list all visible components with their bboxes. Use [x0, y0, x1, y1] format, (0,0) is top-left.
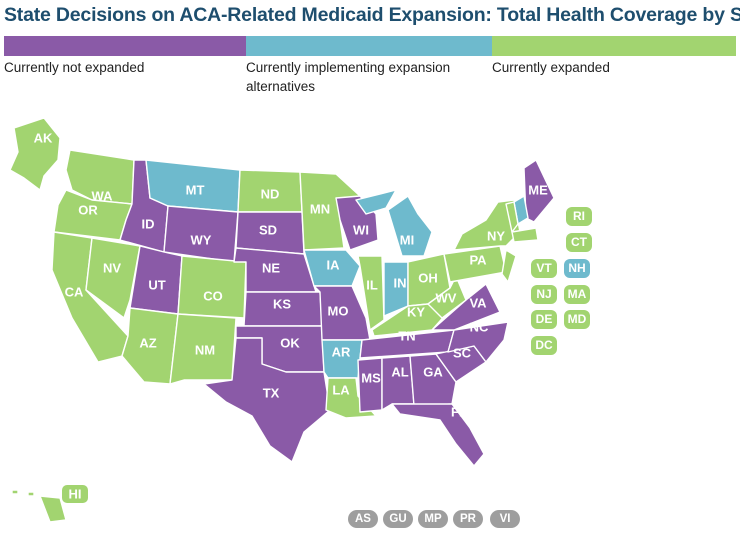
state-fl[interactable] [391, 403, 485, 467]
state-hi[interactable] [11, 489, 67, 523]
state-label-la: LA [332, 383, 350, 398]
state-label-sd: SD [259, 223, 277, 238]
state-ny[interactable] [453, 199, 521, 251]
state-box-md[interactable]: MD [564, 310, 590, 329]
state-box-dc[interactable]: DC [531, 336, 557, 355]
legend-label-not-expanded: Currently not expanded [4, 60, 145, 75]
state-label-ar: AR [332, 345, 351, 360]
legend-label-alternatives: Currently implementing expansion alterna… [246, 60, 451, 94]
state-nm[interactable] [169, 313, 237, 385]
state-label-mn: MN [310, 202, 330, 217]
state-label-fl: FL [451, 405, 467, 420]
territory-as[interactable]: AS [348, 510, 378, 528]
state-co[interactable] [177, 255, 247, 319]
state-ma[interactable] [511, 227, 539, 243]
state-label-me: ME [528, 183, 548, 198]
state-label-wi: WI [353, 223, 369, 238]
state-label-hi: HI [69, 487, 82, 502]
state-label-nc: NC [470, 320, 489, 335]
state-label-pa: PA [469, 253, 487, 268]
state-label-va: VA [469, 296, 487, 311]
state-box-vt[interactable]: VT [531, 259, 557, 278]
state-label-ms: MS [361, 371, 381, 386]
state-box-nj[interactable]: NJ [531, 285, 557, 304]
state-label-ga: GA [423, 365, 443, 380]
state-label-ca: CA [65, 285, 84, 300]
state-label-al: AL [391, 365, 408, 380]
map-title: State Decisions on ACA-Related Medicaid … [4, 4, 740, 26]
state-box-ma[interactable]: MA [564, 285, 590, 304]
state-ak[interactable] [9, 117, 61, 191]
state-box-ri[interactable]: RI [566, 207, 592, 226]
state-mi[interactable] [355, 189, 433, 257]
legend-label-expanded: Currently expanded [492, 60, 610, 75]
state-label-nv: NV [103, 261, 121, 276]
state-label-nd: ND [261, 187, 280, 202]
state-il[interactable] [357, 255, 385, 331]
state-label-ok: OK [280, 336, 300, 351]
state-label-wa: WA [92, 189, 114, 204]
state-label-ks: KS [273, 297, 291, 312]
territory-gu[interactable]: GU [383, 510, 413, 528]
legend-swatch-not-expanded [4, 36, 246, 56]
state-label-ky: KY [407, 305, 425, 320]
state-label-tx: TX [263, 386, 280, 401]
territory-pr[interactable]: PR [453, 510, 483, 528]
state-label-ut: UT [148, 278, 165, 293]
legend-swatch-alternatives [246, 36, 492, 56]
state-label-id: ID [142, 217, 155, 232]
legend-swatch-expanded [492, 36, 736, 56]
state-label-az: AZ [139, 336, 156, 351]
state-box-de[interactable]: DE [531, 310, 557, 329]
state-label-sc: SC [453, 346, 472, 361]
state-nj[interactable] [501, 249, 517, 283]
state-label-oh: OH [418, 271, 438, 286]
state-label-ny: NY [487, 229, 505, 244]
state-label-wy: WY [191, 233, 212, 248]
state-label-in: IN [394, 276, 407, 291]
state-vt[interactable] [505, 201, 519, 233]
state-tx[interactable] [203, 337, 331, 463]
territory-mp[interactable]: MP [418, 510, 448, 528]
state-label-or: OR [78, 203, 98, 218]
state-hi-label-box [62, 485, 88, 503]
state-wv[interactable] [427, 275, 467, 319]
state-label-co: CO [203, 289, 223, 304]
state-label-il: IL [366, 278, 378, 293]
state-box-nh[interactable]: NH [564, 259, 590, 278]
territory-vi[interactable]: VI [490, 510, 520, 528]
state-nv[interactable] [85, 237, 141, 319]
state-label-ne: NE [262, 261, 280, 276]
state-label-ia: IA [327, 258, 341, 273]
state-label-mi: MI [400, 233, 414, 248]
state-ia[interactable] [303, 249, 361, 287]
state-label-wv: WV [436, 291, 457, 306]
state-label-mt: MT [186, 183, 205, 198]
state-label-ak: AK [34, 131, 53, 146]
state-label-nm: NM [195, 343, 215, 358]
state-label-mo: MO [328, 304, 349, 319]
state-box-ct[interactable]: CT [566, 233, 592, 252]
state-label-tn: TN [398, 329, 415, 344]
